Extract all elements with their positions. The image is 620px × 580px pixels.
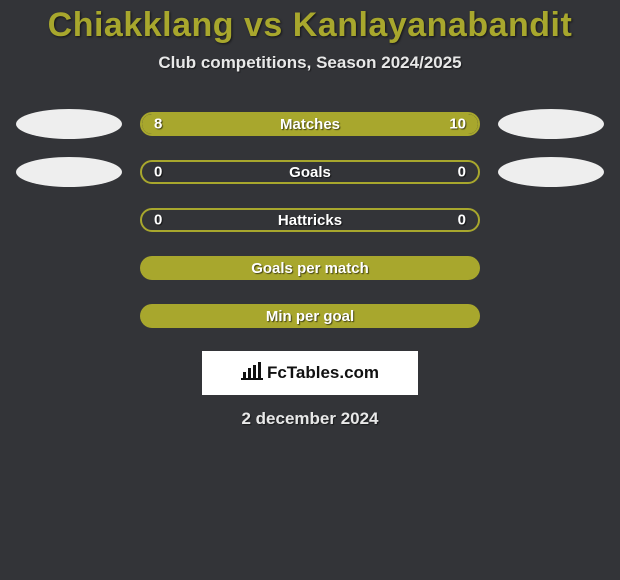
stat-row-matches: 8 10 Matches: [0, 111, 620, 137]
subtitle: Club competitions, Season 2024/2025: [0, 53, 620, 73]
bar-label: Matches: [280, 116, 340, 133]
page-title: Chiakklang vs Kanlayanabandit: [0, 6, 620, 45]
stat-bar-hattricks: 0 0 Hattricks: [140, 208, 480, 232]
right-team-badge: [498, 157, 604, 187]
value-right: 10: [449, 116, 466, 133]
logo-label: FcTables.com: [267, 363, 379, 383]
right-team-badge: [498, 109, 604, 139]
logo-text: FcTables.com: [241, 362, 379, 385]
stat-row-goals-per-match: Goals per match: [0, 255, 620, 281]
stat-bar-goals: 0 0 Goals: [140, 160, 480, 184]
value-right: 0: [458, 212, 466, 229]
stat-bars: 8 10 Matches 0 0 Goals 0 0 Hattricks Goals per ma…: [0, 111, 620, 329]
stat-row-min-per-goal: Min per goal: [0, 303, 620, 329]
value-right: 0: [458, 164, 466, 181]
stat-bar-goals-per-match: Goals per match: [140, 256, 480, 280]
bar-label: Goals per match: [251, 260, 369, 277]
value-left: 0: [154, 164, 162, 181]
left-team-badge: [16, 109, 122, 139]
bar-label: Hattricks: [278, 212, 342, 229]
bar-label: Min per goal: [266, 308, 354, 325]
stats-infographic: Chiakklang vs Kanlayanabandit Club compe…: [0, 0, 620, 429]
stat-bar-matches: 8 10 Matches: [140, 112, 480, 136]
chart-icon: [241, 362, 263, 385]
left-team-badge: [16, 157, 122, 187]
value-left: 0: [154, 212, 162, 229]
stat-row-goals: 0 0 Goals: [0, 159, 620, 185]
value-left: 8: [154, 116, 162, 133]
stat-row-hattricks: 0 0 Hattricks: [0, 207, 620, 233]
bar-label: Goals: [289, 164, 331, 181]
date-label: 2 december 2024: [0, 409, 620, 429]
site-logo: FcTables.com: [202, 351, 418, 395]
bar-fill-left: [142, 114, 283, 134]
stat-bar-min-per-goal: Min per goal: [140, 304, 480, 328]
